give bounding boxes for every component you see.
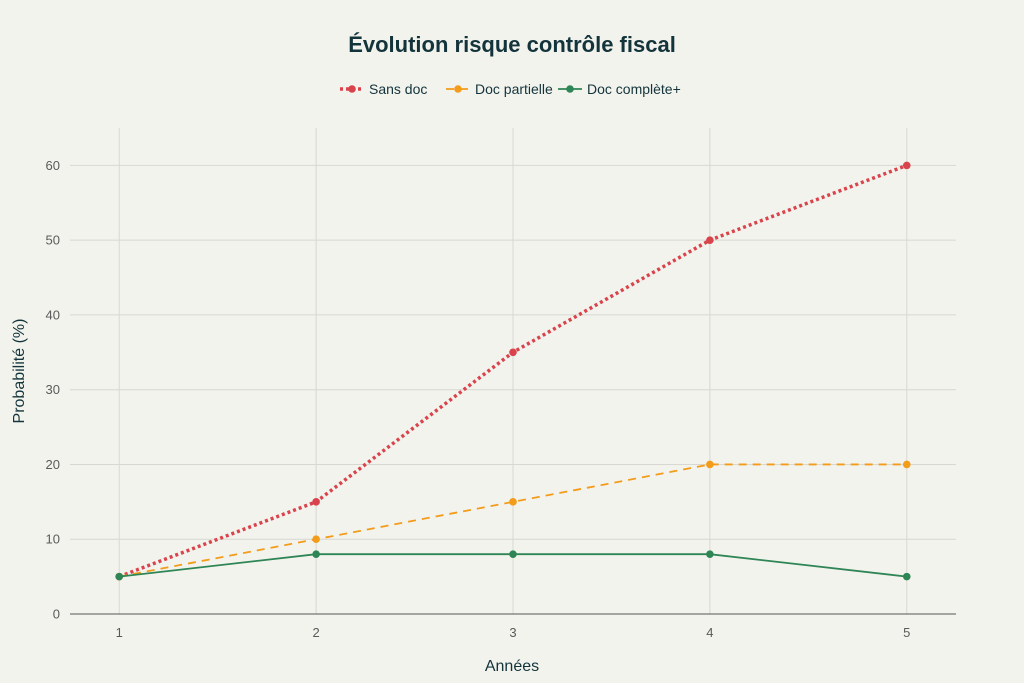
y-tick-label: 0 <box>53 607 60 622</box>
data-point <box>902 460 911 469</box>
chart-title: Évolution risque contrôle fiscal <box>348 32 676 57</box>
data-point <box>509 348 517 357</box>
y-tick-label: 40 <box>46 307 60 322</box>
legend-label: Sans doc <box>369 81 427 97</box>
legend-item: Sans doc <box>340 81 427 97</box>
legend-label: Doc partielle <box>475 81 553 97</box>
grid <box>70 128 956 614</box>
y-tick-label: 50 <box>46 233 60 248</box>
data-point <box>115 572 124 581</box>
data-point <box>312 550 320 558</box>
y-tick-label: 20 <box>46 457 60 472</box>
legend-swatch-marker <box>454 85 462 93</box>
series-layer <box>115 161 911 581</box>
legend: Sans doc Doc partielle Doc complète+ <box>340 81 681 97</box>
data-point <box>706 550 714 558</box>
legend-swatch-marker <box>566 85 574 93</box>
x-tick-label: 3 <box>509 625 516 640</box>
legend-item: Doc complète+ <box>558 81 681 97</box>
y-tick-label: 10 <box>46 532 60 547</box>
x-axis-title: Années <box>485 658 539 675</box>
data-point <box>902 572 911 581</box>
data-point <box>312 535 320 544</box>
x-tick-label: 5 <box>903 625 910 640</box>
series-line <box>119 463 907 578</box>
data-point <box>706 460 714 469</box>
y-axis-title: Probabilité (%) <box>11 319 28 424</box>
legend-swatch-marker <box>348 85 356 93</box>
legend-item: Doc partielle <box>446 81 553 97</box>
y-tick-label: 60 <box>46 158 60 173</box>
legend-label: Doc complète+ <box>587 81 681 97</box>
x-tick-label: 4 <box>706 625 713 640</box>
data-point <box>312 498 320 506</box>
data-point <box>509 550 517 558</box>
data-point <box>509 498 517 506</box>
x-tick-label: 1 <box>116 625 123 640</box>
y-tick-label: 30 <box>46 382 60 397</box>
data-point <box>706 236 714 244</box>
data-point <box>902 161 911 170</box>
x-tick-label: 2 <box>312 625 319 640</box>
